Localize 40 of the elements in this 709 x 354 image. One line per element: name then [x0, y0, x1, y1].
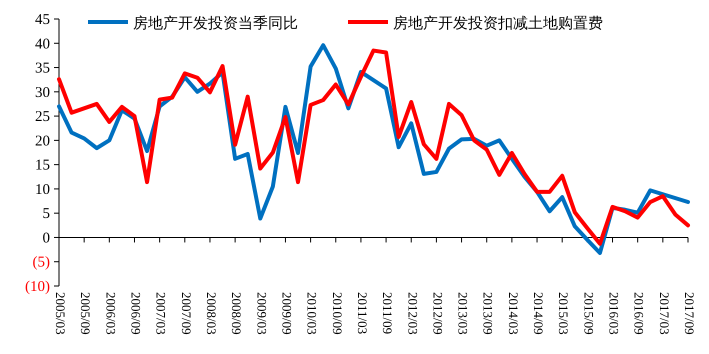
- y-tick-label: 10: [35, 182, 50, 198]
- y-tick-label: 0: [42, 230, 50, 246]
- x-tick-label: 2008/03: [204, 292, 219, 335]
- y-tick-label: 5: [42, 206, 50, 222]
- x-tick-label: 2005/09: [78, 292, 94, 335]
- x-tick-label: 2006/03: [103, 292, 118, 335]
- x-tick-label: 2014/03: [506, 292, 521, 335]
- x-tick-label: 2013/03: [456, 292, 471, 335]
- x-tick-label: 2011/03: [354, 292, 370, 334]
- x-tick-label: 2010/03: [304, 292, 320, 335]
- x-tick-label: 2017/09: [682, 292, 698, 335]
- x-tick-label: 2007/03: [154, 292, 169, 335]
- x-tick-label: 2005/03: [53, 292, 68, 335]
- x-tick-label: 2009/09: [279, 292, 294, 335]
- x-tick-label: 2007/09: [178, 292, 194, 335]
- legend-label: 房地产开发投资当季同比: [133, 14, 298, 32]
- x-tick-label: 2015/03: [556, 292, 572, 335]
- x-tick-label: 2006/09: [128, 292, 144, 335]
- x-tick-label: 2009/03: [254, 292, 270, 335]
- x-tick-label: 2010/09: [330, 292, 345, 335]
- y-tick-label: 45: [35, 12, 50, 28]
- x-tick-label: 2012/03: [405, 292, 420, 335]
- x-tick-label: 2015/09: [581, 292, 596, 335]
- x-tick-label: 2016/03: [606, 292, 622, 335]
- x-tick-label: 2017/03: [656, 292, 672, 335]
- y-tick-label: 15: [35, 158, 50, 174]
- y-tick-label: 40: [35, 36, 50, 52]
- x-tick-label: 2008/09: [229, 292, 244, 335]
- y-tick-label: (10): [25, 279, 50, 295]
- legend-label: 房地产开发投资扣减土地购置费: [393, 14, 603, 32]
- x-tick-label: 2016/09: [632, 292, 647, 335]
- x-tick-label: 2014/09: [531, 292, 546, 335]
- y-tick-label: (5): [32, 254, 50, 271]
- y-tick-label: 35: [35, 60, 50, 77]
- y-tick-label: 20: [35, 133, 50, 150]
- y-tick-label: 25: [35, 109, 50, 126]
- x-tick-label: 2011/09: [380, 292, 396, 334]
- x-tick-label: 2013/09: [480, 292, 496, 335]
- x-tick-label: 2012/09: [430, 292, 446, 335]
- y-tick-label: 30: [35, 84, 50, 101]
